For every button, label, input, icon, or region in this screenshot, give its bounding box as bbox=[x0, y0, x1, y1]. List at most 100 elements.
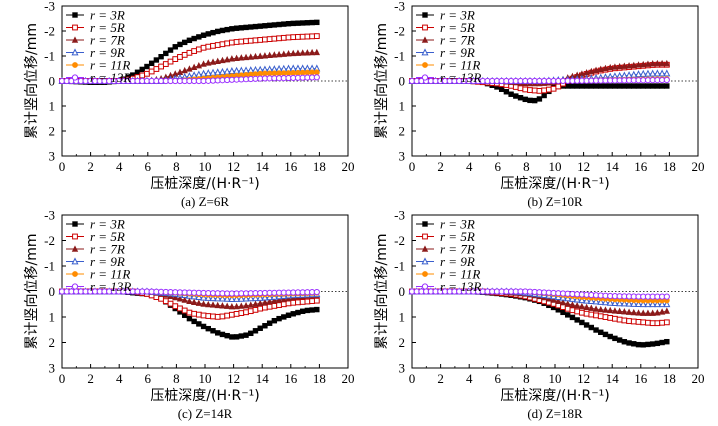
panel-caption: (c) Z=14R bbox=[178, 406, 233, 421]
data-point bbox=[228, 302, 236, 310]
data-point bbox=[177, 54, 183, 60]
y-tick-label: 3 bbox=[49, 149, 56, 164]
legend-marker bbox=[71, 48, 79, 56]
y-tick-label: 1 bbox=[49, 99, 56, 114]
data-point bbox=[186, 49, 193, 56]
data-point bbox=[640, 342, 646, 348]
legend-label: r = 5R bbox=[90, 20, 125, 35]
legend-label: r = 7R bbox=[440, 242, 475, 257]
x-tick-label: 10 bbox=[199, 371, 212, 386]
data-point bbox=[238, 38, 245, 45]
data-point bbox=[593, 83, 599, 89]
data-point bbox=[262, 70, 268, 77]
data-point bbox=[654, 320, 661, 327]
data-point bbox=[247, 308, 254, 315]
x-tick-label: 6 bbox=[145, 159, 152, 174]
data-point bbox=[644, 300, 652, 308]
data-point bbox=[186, 309, 193, 316]
data-point bbox=[266, 297, 273, 305]
data-point bbox=[266, 51, 273, 59]
data-point bbox=[252, 300, 259, 307]
data-point bbox=[663, 319, 670, 326]
data-point bbox=[649, 309, 656, 316]
data-point bbox=[645, 319, 651, 326]
data-point bbox=[631, 341, 637, 347]
data-point bbox=[545, 86, 552, 93]
data-point bbox=[308, 48, 316, 56]
data-point bbox=[219, 27, 226, 34]
data-point bbox=[583, 83, 590, 89]
data-point bbox=[224, 332, 230, 339]
data-point bbox=[229, 334, 235, 340]
y-tick-label: -1 bbox=[394, 259, 405, 274]
data-point bbox=[233, 25, 240, 31]
data-point bbox=[313, 33, 320, 40]
data-point bbox=[583, 310, 590, 317]
data-point bbox=[224, 40, 231, 47]
series-6 bbox=[58, 74, 320, 85]
data-point bbox=[210, 313, 216, 320]
y-axis-label: 累计竖向位移/mm bbox=[374, 234, 390, 350]
data-point bbox=[257, 299, 264, 307]
data-point bbox=[181, 307, 188, 314]
data-point bbox=[290, 70, 297, 76]
legend-marker bbox=[72, 62, 78, 68]
data-point bbox=[162, 61, 169, 67]
legend-label: r = 13R bbox=[90, 279, 131, 294]
data-point bbox=[190, 298, 198, 306]
data-point bbox=[508, 91, 514, 97]
data-point bbox=[276, 35, 282, 42]
legend-marker bbox=[421, 74, 429, 81]
legend-marker bbox=[72, 221, 78, 227]
panel-caption: (d) Z=18R bbox=[527, 406, 583, 421]
data-point bbox=[200, 293, 208, 301]
data-point bbox=[663, 69, 671, 77]
data-point bbox=[214, 42, 221, 48]
data-point bbox=[247, 294, 255, 302]
data-point bbox=[602, 331, 609, 338]
data-point bbox=[304, 33, 311, 40]
data-point bbox=[583, 296, 591, 304]
data-point bbox=[200, 300, 207, 307]
data-point bbox=[630, 318, 637, 325]
x-tick-label: 16 bbox=[634, 159, 648, 174]
data-point bbox=[195, 61, 203, 69]
data-point bbox=[237, 294, 245, 302]
x-tick-label: 2 bbox=[87, 159, 94, 174]
data-point bbox=[313, 288, 320, 296]
data-point bbox=[299, 49, 306, 56]
x-tick-label: 14 bbox=[256, 159, 270, 174]
x-tick-label: 8 bbox=[523, 371, 530, 386]
data-point bbox=[233, 54, 240, 61]
panel-caption: (a) Z=6R bbox=[181, 194, 229, 209]
series-6 bbox=[58, 288, 320, 297]
data-point bbox=[541, 92, 547, 99]
x-tick-label: 12 bbox=[577, 371, 590, 386]
data-point bbox=[602, 64, 609, 72]
data-point bbox=[261, 298, 269, 306]
data-point bbox=[654, 83, 661, 89]
data-point bbox=[565, 83, 571, 89]
data-point bbox=[219, 41, 226, 48]
data-point bbox=[266, 320, 273, 326]
data-point bbox=[243, 309, 249, 316]
data-point bbox=[205, 43, 212, 50]
data-point bbox=[186, 297, 193, 305]
data-point bbox=[228, 39, 235, 46]
data-point bbox=[233, 294, 241, 302]
data-point bbox=[186, 315, 193, 322]
y-tick-label: 3 bbox=[49, 361, 56, 376]
data-point bbox=[645, 83, 651, 89]
legend-marker bbox=[422, 12, 428, 18]
data-point bbox=[625, 308, 633, 315]
data-point bbox=[285, 50, 292, 57]
data-point bbox=[285, 20, 292, 27]
data-point bbox=[251, 294, 259, 302]
legend-marker bbox=[71, 257, 79, 265]
y-tick-label: 2 bbox=[49, 124, 56, 139]
data-point bbox=[630, 299, 638, 307]
data-point bbox=[209, 301, 217, 308]
data-point bbox=[148, 60, 155, 67]
data-point bbox=[209, 294, 217, 302]
x-tick-label: 14 bbox=[606, 371, 620, 386]
